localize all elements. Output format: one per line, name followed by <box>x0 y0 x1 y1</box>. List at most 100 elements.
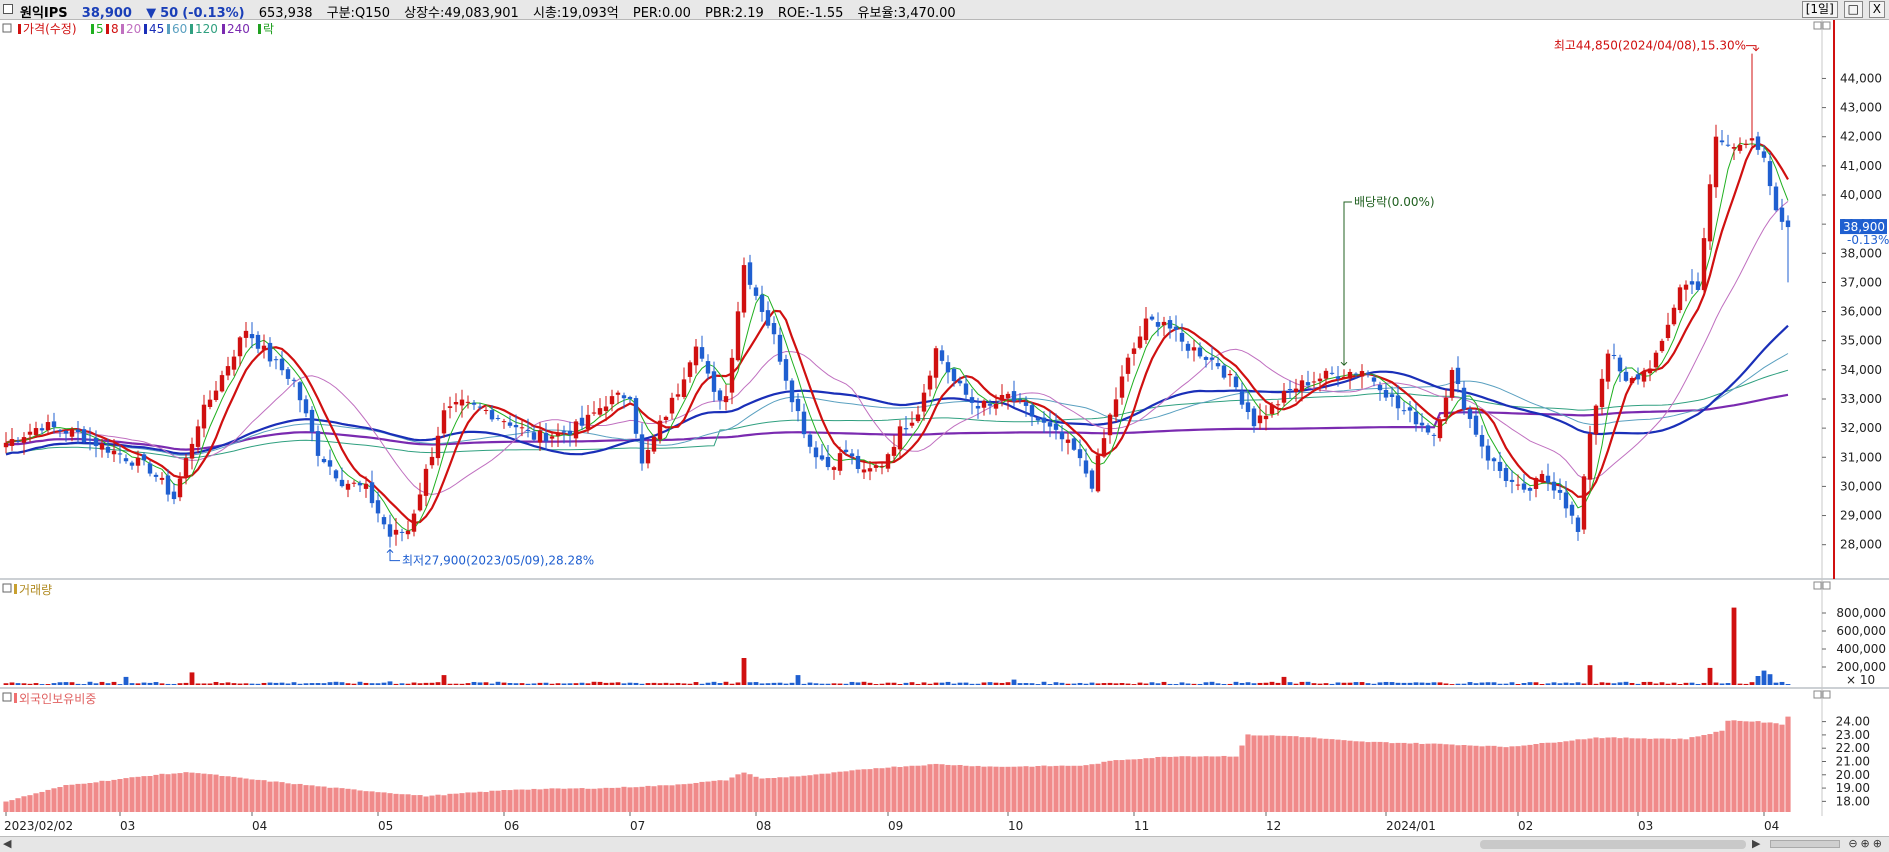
candle-body <box>1137 336 1143 348</box>
volume-bar <box>1203 682 1209 685</box>
volume-bar <box>531 683 537 685</box>
price-tick-label: 34,000 <box>1840 363 1882 377</box>
candle-body <box>1539 473 1545 481</box>
candle-body <box>615 392 621 395</box>
stock-chart[interactable]: 가격(수정) 5 8 20 45 60 120 240 락 거래량 외국인보유비… <box>0 20 1889 836</box>
volume-bar <box>339 682 345 685</box>
foreign-bar <box>3 801 9 812</box>
foreign-bar <box>105 780 111 812</box>
foreign-bar <box>477 791 483 812</box>
foreign-panel-controls[interactable] <box>1813 690 1831 699</box>
date-tick-label: 06 <box>504 819 519 833</box>
candle-body <box>1599 378 1605 408</box>
candle-body <box>63 430 69 434</box>
scroll-bar[interactable]: ◀ ▶ ⊖⊕⊕ <box>0 836 1889 852</box>
volume-bar <box>1659 682 1665 685</box>
price-axis: 28,000 29,000 30,000 31,000 32,000 33,000 34,0… <box>1822 71 1882 552</box>
foreign-bar <box>207 774 213 812</box>
scroll-thumb[interactable] <box>1480 840 1746 849</box>
price-tick-label: 38,000 <box>1840 246 1882 260</box>
volume-bar <box>1713 682 1719 685</box>
stock-header-bar: 원익IPS 38,900 ▼ 50 (-0.13%) 653,938 구분:Q150… <box>0 0 1889 20</box>
foreign-bar <box>1527 744 1533 812</box>
candle-body <box>1449 369 1455 398</box>
close-button[interactable]: X <box>1868 1 1885 18</box>
volume-bar <box>993 682 999 685</box>
volume-bar <box>33 683 39 685</box>
scroll-right-icon[interactable]: ▶ <box>1752 837 1761 850</box>
volume-bar <box>921 682 927 685</box>
volume-bar <box>81 684 87 685</box>
foreign-bar <box>51 788 57 812</box>
volume-bar <box>1323 683 1329 685</box>
volume-bar <box>1281 676 1287 685</box>
panel-checkbox[interactable] <box>3 4 13 14</box>
volume-bar <box>543 682 549 685</box>
foreign-bar <box>129 777 135 812</box>
price-legend: 가격(수정) 5 8 20 45 60 120 240 락 <box>2 22 274 36</box>
candle-body <box>1461 387 1467 410</box>
foreign-bar <box>1377 741 1383 812</box>
volume-bar <box>513 683 519 685</box>
candle-body <box>501 421 507 423</box>
candle-body <box>1173 326 1179 330</box>
candle-body <box>1353 373 1359 375</box>
foreign-bar <box>579 788 585 812</box>
candle-body <box>741 265 747 313</box>
candle-body <box>1485 445 1491 461</box>
low-annotation: 최저27,900(2023/05/09),28.28% <box>386 548 594 568</box>
candle-body <box>477 406 483 408</box>
candle-body <box>1491 458 1497 462</box>
volume-title: 거래량 <box>19 583 52 597</box>
foreign-bar <box>1401 742 1407 812</box>
candle-body <box>285 369 291 379</box>
foreign-bar <box>567 788 573 812</box>
candle-body <box>1407 407 1413 411</box>
foreign-bar <box>1497 746 1503 812</box>
foreign-bar <box>1017 766 1023 812</box>
candle-body <box>1701 238 1707 291</box>
foreign-bar <box>933 763 939 812</box>
foreign-bar <box>1047 766 1053 812</box>
foreign-bar <box>219 776 225 812</box>
foreign-bar <box>447 793 453 812</box>
candle-body <box>675 394 681 397</box>
candle-body <box>1095 455 1101 492</box>
candle-body <box>1659 340 1665 352</box>
foreign-bar <box>1101 761 1107 812</box>
foreign-bar <box>813 774 819 812</box>
foreign-bar <box>1539 742 1545 812</box>
candle-body <box>1635 374 1641 380</box>
foreign-bar <box>1437 743 1443 812</box>
candle-body <box>765 310 771 326</box>
volume-bar <box>1041 681 1047 685</box>
foreign-tick-label: 19.00 <box>1836 781 1870 795</box>
foreign-bar <box>1329 739 1335 812</box>
candle-body <box>1719 140 1725 143</box>
maximize-button[interactable]: □ <box>1843 1 1863 18</box>
candle-body <box>1305 382 1311 386</box>
volume-bar <box>1221 683 1227 685</box>
foreign-bar <box>519 789 525 812</box>
scroll-left-icon[interactable]: ◀ <box>3 837 12 850</box>
volume-bar <box>45 684 51 685</box>
volume-panel-controls[interactable] <box>1813 581 1831 590</box>
volume-bar <box>1131 684 1137 685</box>
candle-body <box>687 362 693 377</box>
candle-body <box>507 422 513 426</box>
foreign-bar <box>873 768 879 812</box>
zoom-slider[interactable] <box>1770 840 1840 848</box>
volume-bar <box>165 683 171 685</box>
foreign-bar <box>1203 756 1209 812</box>
price-panel-controls[interactable] <box>1813 21 1831 30</box>
candle-body <box>21 437 27 443</box>
candle-body <box>843 449 849 453</box>
foreign-tick-label: 23.00 <box>1836 728 1870 742</box>
zoom-icons[interactable]: ⊖⊕⊕ <box>1848 837 1885 850</box>
candle-body <box>117 453 123 455</box>
candle-body <box>1437 419 1443 439</box>
foreign-bar <box>891 766 897 812</box>
period-button[interactable]: [1일] <box>1801 1 1838 18</box>
candle-body <box>1149 316 1155 320</box>
foreign-bar <box>279 782 285 812</box>
